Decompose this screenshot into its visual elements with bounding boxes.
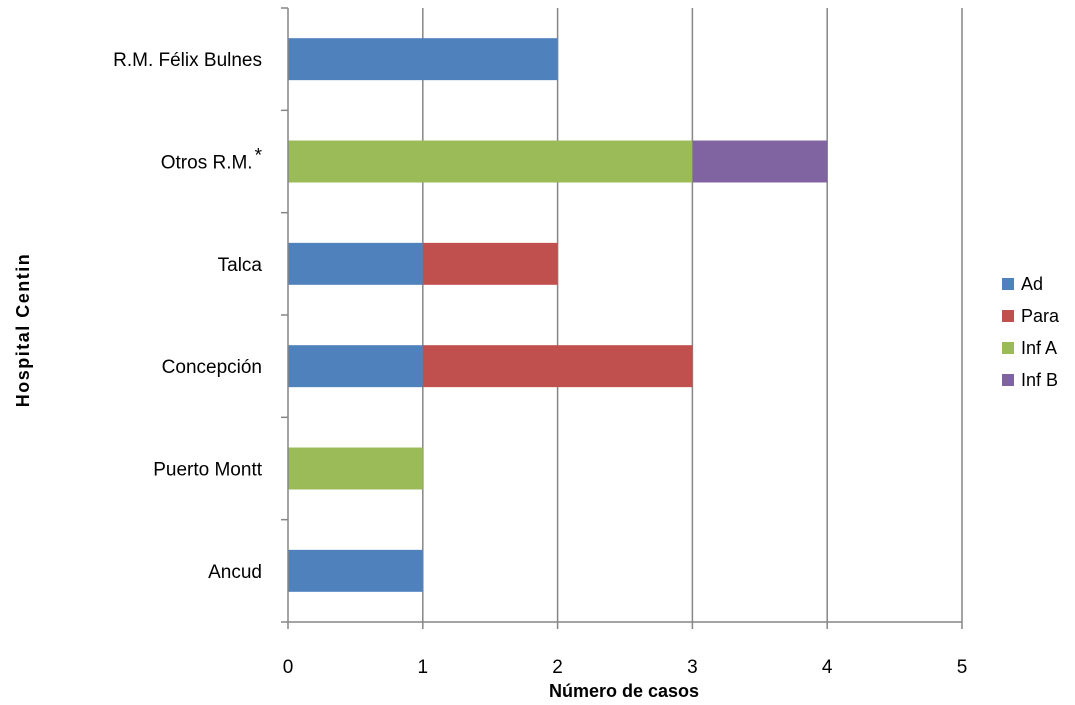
- bar-segment: [422, 345, 693, 388]
- x-tick-label: 4: [822, 657, 833, 678]
- x-tick-label: 3: [687, 657, 698, 678]
- category-label: Otros R.M. *: [161, 146, 263, 174]
- bar-segment: [422, 242, 558, 285]
- x-tick-labels: 0 1 2 3 4 5: [283, 657, 968, 678]
- gridlines: [422, 8, 963, 622]
- legend-swatch: [1002, 374, 1014, 386]
- y-axis-title: Hospital Centin: [13, 253, 33, 408]
- category-label: Talca: [218, 255, 263, 276]
- category-label: Puerto Montt: [153, 460, 262, 481]
- legend-label: Para: [1021, 306, 1060, 326]
- bar-segment: [288, 447, 423, 490]
- bars: [288, 38, 828, 592]
- bar-segment: [288, 140, 693, 183]
- x-tick-label: 2: [552, 657, 563, 678]
- x-tick-label: 5: [957, 657, 968, 678]
- legend-label: Inf A: [1021, 338, 1057, 358]
- bar-segment: [288, 345, 423, 388]
- axes: [281, 7, 963, 629]
- x-tick-label: 1: [418, 657, 429, 678]
- category-labels: R.M. Félix Bulnes Otros R.M. * Talca Concepc…: [113, 50, 263, 583]
- category-label: Concepción: [162, 357, 262, 378]
- legend: Ad Para Inf A Inf B: [1002, 274, 1060, 390]
- legend-swatch: [1002, 278, 1014, 290]
- legend-swatch: [1002, 310, 1014, 322]
- category-label: Ancud: [208, 562, 262, 583]
- x-tick-label: 0: [283, 657, 294, 678]
- category-label: R.M. Félix Bulnes: [113, 50, 262, 71]
- legend-swatch: [1002, 342, 1014, 354]
- bar-segment: [288, 549, 423, 592]
- legend-label: Inf B: [1021, 370, 1058, 390]
- legend-label: Ad: [1021, 274, 1043, 294]
- bar-segment: [288, 38, 558, 81]
- bar-segment: [692, 140, 828, 183]
- x-axis-title: Número de casos: [549, 681, 699, 701]
- bar-segment: [288, 242, 423, 285]
